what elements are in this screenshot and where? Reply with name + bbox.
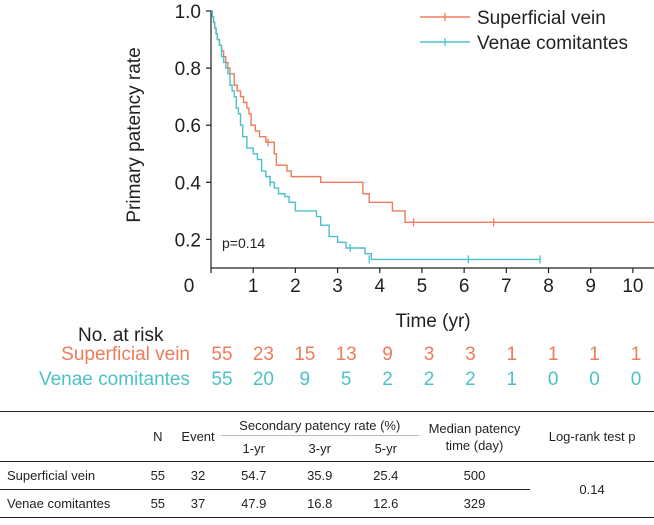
risk-count: 0: [589, 369, 600, 390]
x-tick-label: 6: [459, 276, 470, 297]
risk-count: 2: [465, 369, 476, 390]
x-tick-label: 5: [417, 276, 428, 297]
x-tick-label: 10: [622, 276, 643, 297]
risk-count: 3: [423, 344, 435, 365]
header-1yr: 1-yr: [242, 441, 265, 456]
risk-count: 1: [506, 369, 518, 390]
header-logrank: Log-rank test p: [530, 411, 654, 462]
risk-count: 55: [211, 369, 233, 390]
risk-count: 5: [340, 369, 352, 390]
risk-count: 1: [506, 344, 518, 365]
header-event: Event: [175, 411, 221, 462]
risk-row-label: Venae comitantes: [38, 369, 190, 390]
row-median: 329: [418, 489, 531, 518]
series-line-1: [211, 10, 541, 261]
risk-count: 9: [299, 369, 311, 390]
risk-count: 15: [294, 344, 316, 365]
summary-table: N Event Secondary patency rate (%) Media…: [0, 411, 654, 518]
x-tick-label: 8: [543, 276, 554, 297]
row-3yr: 16.8: [286, 489, 353, 518]
risk-count: 2: [382, 369, 393, 390]
table-row: Venae comitantes 55 37 47.9 16.8 12.6 32…: [0, 489, 654, 518]
row-1yr: 47.9: [220, 489, 287, 518]
risk-row-label: Superficial vein: [61, 344, 190, 365]
risk-table-title: No. at risk: [78, 325, 164, 346]
legend-label: Superficial vein: [477, 8, 606, 29]
risk-count: 0: [547, 369, 559, 390]
y-tick-label: 0.8: [175, 59, 201, 80]
header-3yr: 3-yr: [308, 441, 331, 456]
row-median: 500: [418, 461, 531, 490]
risk-count: 23: [252, 344, 274, 365]
header-n: N: [140, 411, 176, 462]
row-n: 55: [140, 489, 176, 518]
risk-count: 1: [589, 344, 600, 365]
row-n: 55: [140, 461, 176, 490]
legend: Superficial vein Venae comitantes: [420, 8, 628, 54]
x-tick-label: 9: [585, 276, 596, 297]
risk-count: 2: [423, 369, 435, 390]
legend-label: Venae comitantes: [477, 33, 628, 54]
y-tick-label: 0.6: [175, 116, 201, 137]
x-tick-label: 4: [374, 276, 385, 297]
risk-count: 1: [547, 344, 559, 365]
x-tick-label: 3: [332, 276, 343, 297]
y-axis-label: Primary patency rate: [124, 47, 145, 222]
km-plot: 0.2 0.4 0.6 0.8 1.0 0 1 2 3 4 5 6 7 8 9 10 Primary pate…: [124, 2, 654, 332]
p-value-annotation: p=0.14: [222, 235, 265, 251]
row-1yr: 54.7: [220, 461, 287, 490]
row-5yr: 25.4: [352, 461, 419, 490]
risk-table: No. at risk Superficial vein 55 23 15 13 9 3 3 1…: [0, 320, 654, 400]
x-tick-label: 2: [290, 276, 301, 297]
table-row: Superficial vein 55 32 54.7 35.9 25.4 50…: [0, 461, 654, 518]
y-tick-label: 1.0: [175, 2, 201, 23]
row-group: Superficial vein: [0, 461, 141, 490]
x-tick-label: 1: [248, 276, 259, 297]
risk-count: 20: [252, 369, 274, 390]
x-tick-label: 7: [501, 276, 512, 297]
risk-count: 55: [211, 344, 233, 365]
row-5yr: 12.6: [352, 489, 419, 518]
row-event: 32: [175, 461, 221, 490]
header-secondary: Secondary patency rate (%): [220, 411, 419, 436]
risk-count: 3: [465, 344, 476, 365]
risk-count: 1: [630, 344, 642, 365]
x-tick-label: 0: [184, 276, 195, 297]
row-event: 37: [175, 489, 221, 518]
risk-count: 13: [335, 344, 357, 365]
row-group: Venae comitantes: [0, 489, 141, 518]
y-tick-label: 0.2: [175, 230, 201, 251]
x-axis-label: Time (yr): [395, 311, 470, 332]
risk-count: 0: [630, 369, 642, 390]
row-3yr: 35.9: [286, 461, 353, 490]
header-5yr: 5-yr: [374, 441, 397, 456]
header-median: Median patency time (day): [418, 411, 531, 462]
risk-count: 9: [382, 344, 393, 365]
y-tick-label: 0.4: [175, 173, 202, 194]
logrank-value: 0.14: [530, 461, 654, 518]
